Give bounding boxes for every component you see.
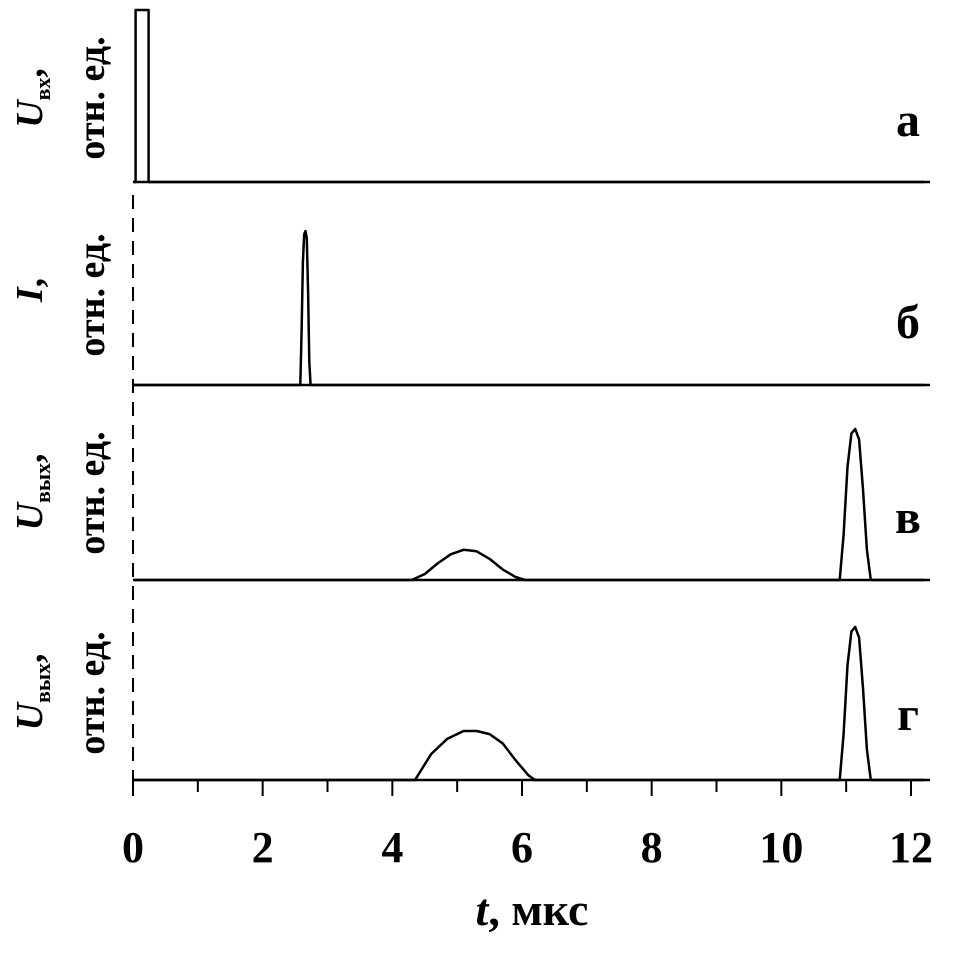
panel-a-ylabel-unit: отн. ед.	[71, 36, 113, 159]
panel-v-trace	[133, 427, 924, 582]
panel-v: в Uвых, отн. ед.	[9, 427, 930, 582]
panel-v-ylabel-unit: отн. ед.	[71, 431, 113, 554]
panel-b-ylabel-var: I	[9, 286, 51, 303]
x-tick-label: 8	[641, 823, 663, 872]
x-tick-label: 0	[122, 823, 144, 872]
x-axis-ticks	[132, 780, 912, 796]
x-axis-tick-labels: 0 2 4 6 8 10 12	[122, 823, 933, 872]
panel-a-ylabel: Uвх,	[9, 68, 55, 128]
panel-g: г Uвых, отн. ед.	[9, 625, 930, 782]
panel-g-trace	[133, 625, 924, 782]
panel-a-ylabel-var: U	[9, 98, 51, 128]
panel-g-ylabel-unit: отн. ед.	[71, 631, 113, 754]
panel-g-ylabel-var: U	[9, 701, 51, 731]
panel-b-trace	[133, 229, 924, 387]
panel-v-letter: в	[895, 491, 921, 544]
panel-b-letter: б	[896, 296, 920, 349]
panel-a-ylabel-sub: вх	[30, 78, 55, 101]
x-axis-label: t, мкс	[476, 884, 589, 935]
x-tick-label: 4	[381, 823, 403, 872]
panel-b-ylabel-sep: ,	[9, 278, 51, 288]
panel-v-ylabel-sep: ,	[9, 453, 51, 463]
x-axis-label-var: t	[476, 884, 490, 935]
panel-v-ylabel: Uвых,	[9, 453, 55, 530]
x-axis-label-unit: , мкс	[488, 884, 588, 935]
panel-b-ylabel: I,	[9, 278, 51, 303]
panel-g-ylabel-sep: ,	[9, 653, 51, 663]
panel-a-trace	[133, 8, 924, 184]
x-tick-label: 2	[252, 823, 274, 872]
panel-v-ylabel-var: U	[9, 501, 51, 531]
panel-g-ylabel-sub: вых	[30, 663, 55, 703]
panel-b-ylabel-unit: отн. ед.	[71, 233, 113, 356]
x-tick-label: 6	[511, 823, 533, 872]
x-tick-label: 10	[759, 823, 803, 872]
panel-b: б I, отн. ед.	[9, 229, 930, 387]
panel-a-ylabel-sep: ,	[9, 68, 51, 78]
panel-g-letter: г	[897, 688, 919, 741]
x-tick-label: 12	[889, 823, 933, 872]
panel-g-ylabel: Uвых,	[9, 653, 55, 730]
panel-a-letter: а	[896, 94, 920, 147]
panel-v-ylabel-sub: вых	[30, 463, 55, 503]
svg-text:Uвх,: Uвх,	[9, 68, 55, 128]
panel-a: а Uвх, отн. ед.	[9, 8, 930, 184]
